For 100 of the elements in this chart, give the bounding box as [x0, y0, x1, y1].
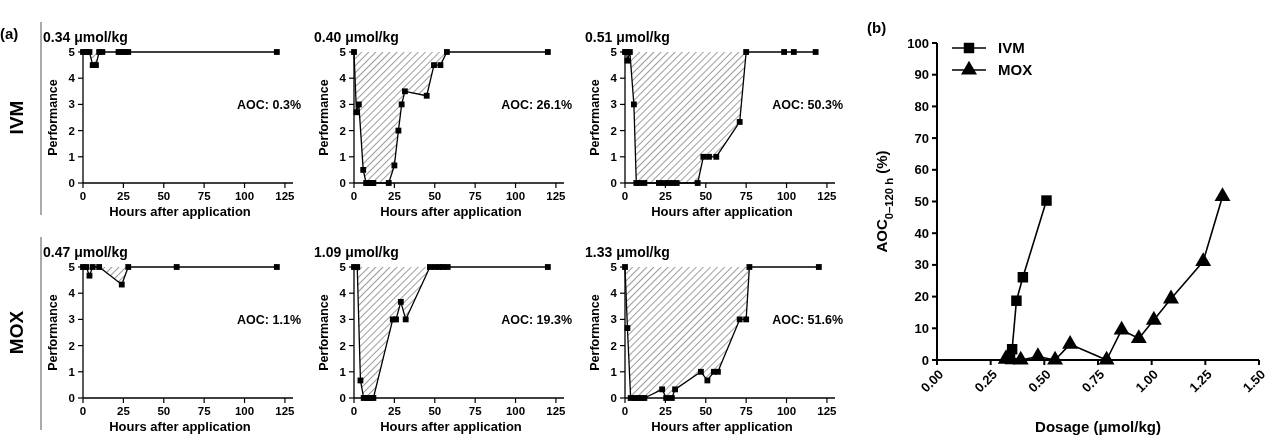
y-tick-label: 1	[339, 365, 347, 378]
x-tick-label: 50	[428, 190, 442, 202]
legend-label: MOX	[998, 61, 1033, 79]
y-tick-label: 0	[339, 392, 346, 405]
y-tick-label: 2	[68, 124, 75, 137]
x-tick-label: 100	[776, 405, 797, 417]
x-tick-label: 75	[468, 405, 483, 417]
x-tick-label: 0	[350, 405, 358, 417]
y-tick-label: 3	[610, 98, 617, 111]
x-axis-title: Hours after application	[651, 204, 793, 219]
x-tick-label: 25	[658, 190, 673, 202]
x-tick-label: 25	[387, 190, 402, 202]
y-tick-label: 5	[68, 46, 76, 59]
annotation: AOC: 1.1%	[237, 312, 301, 327]
text: MOX	[6, 310, 27, 355]
y-tick-label: 100	[907, 35, 929, 51]
x-tick-label: 125	[275, 190, 296, 202]
chart-title: 0.34 μmol/kg	[43, 29, 128, 45]
y-tick-label: 3	[68, 98, 75, 111]
x-tick-label: 25	[116, 405, 131, 417]
y-tick-label: 0	[68, 177, 75, 190]
y-tick-label: 2	[339, 124, 346, 137]
x-tick-label: 25	[116, 190, 131, 202]
y-axis-title: Performance	[46, 79, 60, 156]
y-tick-label: 30	[914, 257, 929, 273]
x-axis-title: Hours after application	[380, 419, 522, 434]
x-axis-title: Hours after application	[109, 204, 251, 219]
y-tick-label: 70	[914, 130, 929, 146]
y-tick-label: 4	[610, 72, 618, 85]
y-tick-label: 1	[339, 150, 347, 163]
x-tick-label: 50	[157, 190, 171, 202]
y-tick-label: 5	[339, 46, 347, 59]
x-axis-title: Hours after application	[651, 419, 793, 434]
x-tick-label: 125	[546, 405, 567, 417]
y-tick-label: 4	[339, 287, 347, 300]
y-tick-label: 5	[610, 46, 618, 59]
x-axis-title: Hours after application	[380, 204, 522, 219]
x-tick-label: 0	[79, 405, 87, 417]
x-tick-label: 100	[505, 405, 526, 417]
x-tick-label: 0	[621, 190, 629, 202]
x-tick-label: 75	[468, 190, 483, 202]
y-tick-label: 3	[339, 98, 346, 111]
chart-title: 0.47 μmol/kg	[43, 244, 128, 260]
y-tick-label: 3	[339, 313, 346, 326]
x-tick-label: 125	[546, 190, 567, 202]
x-tick-label: 75	[739, 405, 754, 417]
x-tick-label: 50	[157, 405, 171, 417]
y-tick-label: 2	[339, 339, 346, 352]
y-tick-label: 3	[68, 313, 75, 326]
y-tick-label: 4	[68, 287, 76, 300]
y-tick-label: 5	[68, 261, 76, 274]
text: (a)	[0, 25, 19, 43]
x-tick-label: 0.50	[1025, 366, 1054, 396]
y-axis-title: Performance	[317, 294, 331, 371]
x-tick-label: 0	[621, 405, 629, 417]
chart-title: 1.33 μmol/kg	[585, 244, 670, 260]
y-tick-label: 1	[610, 150, 618, 163]
y-tick-label: 4	[339, 72, 347, 85]
y-tick-label: 60	[914, 162, 929, 178]
x-tick-label: 25	[387, 405, 402, 417]
x-tick-label: 125	[817, 190, 838, 202]
y-tick-label: 1	[68, 150, 76, 163]
y-tick-label: 4	[610, 287, 618, 300]
y-tick-label: 0	[339, 177, 346, 190]
x-tick-label: 50	[428, 405, 442, 417]
y-tick-label: 5	[610, 261, 618, 274]
x-tick-label: 50	[699, 190, 713, 202]
y-tick-label: 1	[610, 365, 618, 378]
y-axis-title: Performance	[588, 79, 602, 156]
x-tick-label: 75	[197, 190, 212, 202]
x-tick-label: 75	[197, 405, 212, 417]
annotation: AOC: 26.1%	[501, 97, 572, 112]
y-axis-title: Performance	[46, 294, 60, 371]
chart-title: 0.51 μmol/kg	[585, 29, 670, 45]
y-tick-label: 0	[68, 392, 75, 405]
annotation: AOC: 19.3%	[501, 312, 572, 327]
x-axis-title: Dosage (μmol/kg)	[1035, 418, 1161, 435]
chart-title: 1.09 μmol/kg	[314, 244, 399, 260]
y-tick-label: 0	[610, 177, 617, 190]
y-axis-title: Performance	[588, 294, 602, 371]
y-tick-label: 0	[610, 392, 617, 405]
x-tick-label: 125	[817, 405, 838, 417]
y-tick-label: 2	[68, 339, 75, 352]
x-tick-label: 100	[776, 190, 797, 202]
x-tick-label: 25	[658, 405, 673, 417]
x-tick-label: 75	[739, 190, 754, 202]
y-tick-label: 40	[914, 225, 929, 241]
y-tick-label: 80	[914, 98, 929, 114]
x-axis-title: Hours after application	[109, 419, 251, 434]
y-tick-label: 20	[914, 289, 929, 305]
x-tick-label: 100	[234, 405, 255, 417]
text: (b)	[867, 19, 887, 36]
y-tick-label: 1	[68, 365, 76, 378]
x-tick-label: 100	[234, 190, 255, 202]
y-tick-label: 0	[921, 352, 929, 368]
y-tick-label: 4	[68, 72, 76, 85]
y-tick-label: 5	[339, 261, 347, 274]
x-tick-label: 0	[350, 190, 358, 202]
x-tick-label: 100	[505, 190, 526, 202]
x-tick-label: 50	[699, 405, 713, 417]
